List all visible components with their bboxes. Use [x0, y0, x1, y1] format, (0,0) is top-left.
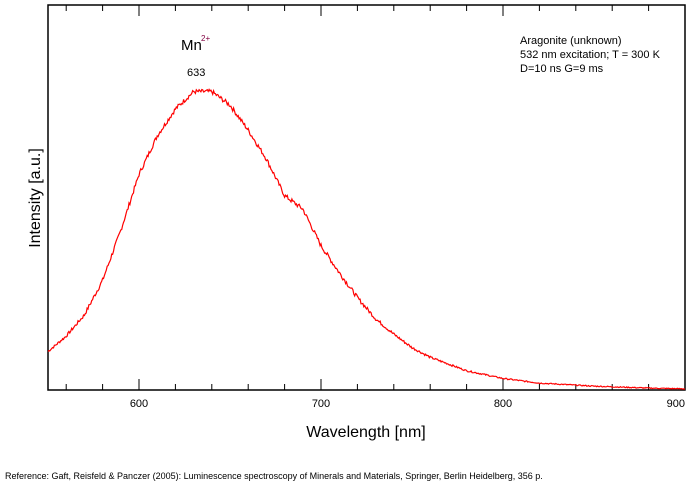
ion-charge: 2+	[201, 34, 210, 43]
footer-reference: Reference: Gaft, Reisfeld & Panczer (200…	[5, 471, 543, 481]
plot-frame	[47, 4, 686, 391]
x-tick-label: 700	[312, 398, 330, 410]
x-tick-label: 900	[667, 398, 685, 410]
peak-label: 633	[187, 67, 205, 79]
x-tick-label: 800	[494, 398, 512, 410]
legend-line-1: Aragonite (unknown)	[520, 35, 622, 47]
ion-label: Mn	[181, 37, 202, 54]
x-axis-label: Wavelength [nm]	[306, 424, 425, 441]
x-tick-label: 600	[130, 398, 148, 410]
y-axis-label: Intensity [a.u.]	[27, 148, 44, 248]
series-line	[47, 88, 686, 390]
x-ticks	[65, 5, 686, 390]
x-tick-labels: 600 700 800 900	[130, 398, 685, 410]
legend-line-3: D=10 ns G=9 ms	[520, 63, 604, 75]
legend-line-2: 532 nm excitation; T = 300 K	[520, 49, 661, 61]
